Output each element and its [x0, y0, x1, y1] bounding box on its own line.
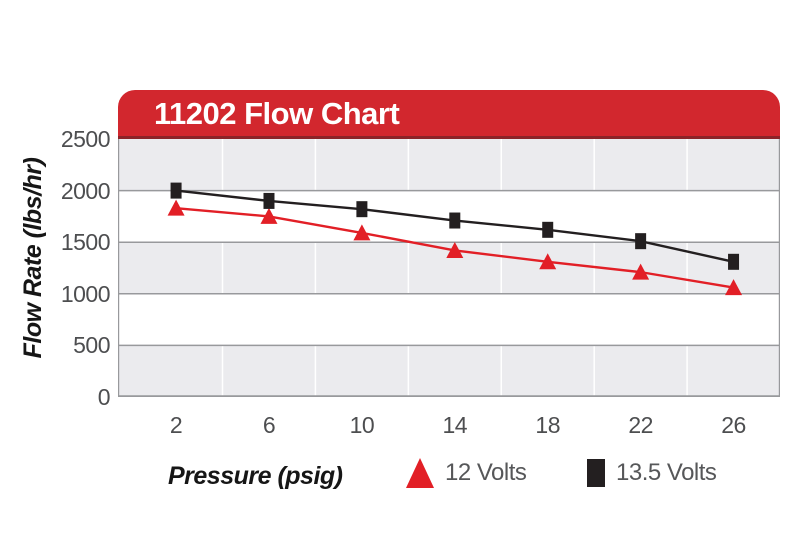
- x-tick-label: 26: [721, 412, 746, 438]
- legend-item-13-5-volts: 13.5 Volts: [587, 457, 717, 489]
- x-tick-label: 18: [535, 412, 561, 438]
- x-tick-label: 6: [262, 412, 276, 438]
- y-tick-label: 1000: [60, 280, 111, 307]
- y-tick-label: 2500: [60, 126, 111, 152]
- chart-title: 11202 Flow Chart: [154, 96, 400, 131]
- y-tick-label: 2000: [60, 177, 111, 204]
- square-marker-icon: [587, 459, 605, 487]
- legend-item-12-volts: 12 Volts: [406, 457, 527, 489]
- y-axis-title: Flow Rate (lbs/hr): [19, 157, 47, 359]
- chart-title-banner: 11202 Flow Chart: [118, 90, 780, 139]
- x-tick-label: 14: [442, 412, 468, 438]
- y-tick-label: 0: [97, 384, 111, 410]
- y-tick-label: 500: [73, 332, 110, 359]
- legend-label-13-5-volts: 13.5 Volts: [616, 459, 717, 486]
- x-tick-label: 22: [628, 412, 653, 438]
- x-tick-label: 2: [169, 412, 183, 438]
- x-tick-label: 10: [349, 412, 375, 438]
- triangle-marker-icon: [406, 458, 434, 488]
- legend-label-12-volts: 12 Volts: [445, 459, 527, 486]
- y-tick-label: 1500: [60, 229, 111, 256]
- x-axis-title: Pressure (psig): [168, 462, 343, 490]
